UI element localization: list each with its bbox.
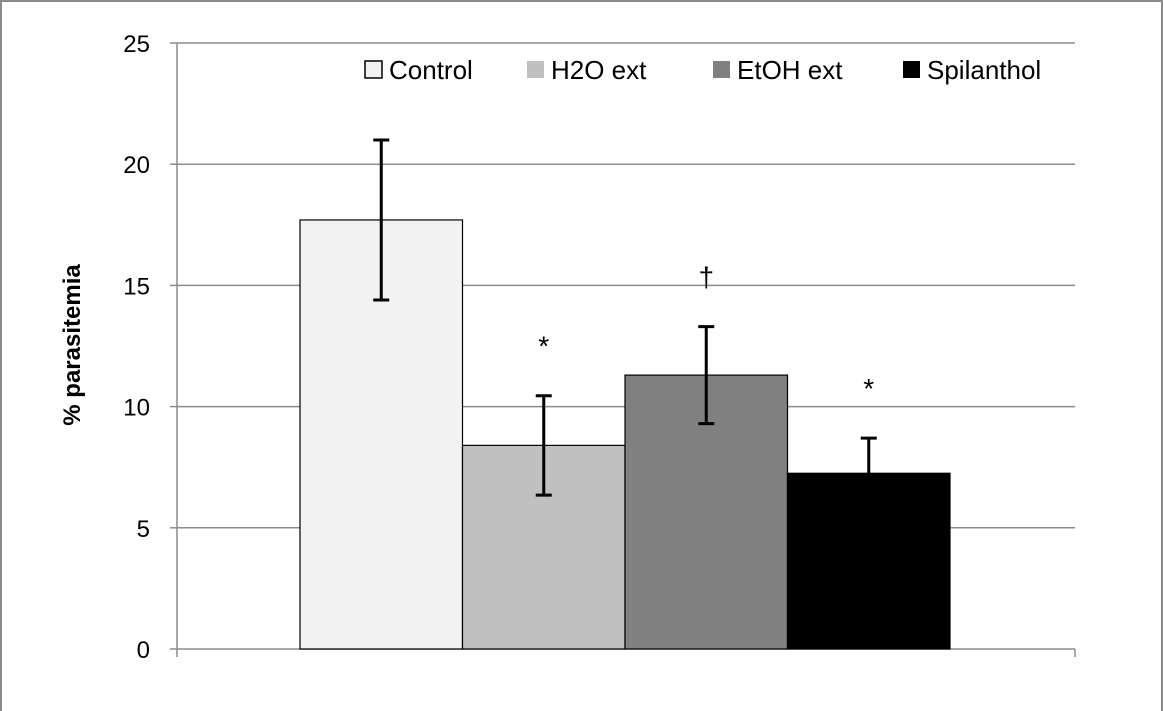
y-tick-label: 10 xyxy=(123,395,150,422)
legend-swatch xyxy=(527,61,544,78)
y-tick-label: 0 xyxy=(137,637,150,664)
annotations: * † * xyxy=(538,262,874,405)
legend-label: EtOH ext xyxy=(737,55,843,85)
significance-marker: * xyxy=(863,373,874,404)
legend-label: H2O ext xyxy=(551,55,647,85)
y-tick-label: 25 xyxy=(123,31,150,58)
significance-marker: † xyxy=(698,262,714,293)
y-tick-label: 15 xyxy=(123,273,150,300)
significance-marker: * xyxy=(538,331,549,362)
bars xyxy=(299,219,951,650)
legend-swatch xyxy=(364,60,383,79)
y-tick-label: 5 xyxy=(137,516,150,543)
axes: 0 5 10 15 20 25 xyxy=(123,31,1076,664)
y-axis-label: % parasitemia xyxy=(59,264,86,426)
error-bars xyxy=(373,138,877,510)
legend-swatch xyxy=(903,61,920,78)
legend-label: Control xyxy=(389,55,473,85)
legend-swatch xyxy=(713,61,730,78)
legend-label: Spilanthol xyxy=(927,55,1041,85)
y-tick-label: 20 xyxy=(123,152,150,179)
legend: Control H2O ext EtOH ext Spilanthol xyxy=(364,55,1041,85)
